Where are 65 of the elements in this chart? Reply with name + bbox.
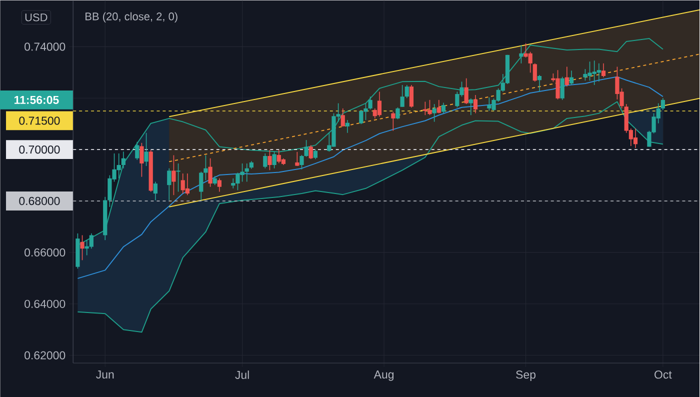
line-series	[77, 76, 664, 279]
candlestick	[304, 140, 308, 158]
candlestick	[340, 108, 345, 128]
y-tick-label: 0.74000	[24, 42, 66, 51]
candlestick	[217, 178, 222, 192]
candlestick	[167, 168, 172, 201]
y-tick-label: 0.62000	[24, 351, 66, 360]
y-tick-label: 0.64000	[24, 300, 66, 308]
candlestick	[377, 91, 382, 118]
candlestick	[473, 94, 478, 114]
candlestick	[295, 151, 300, 166]
candlestick	[80, 234, 84, 261]
line-series	[77, 101, 664, 333]
candlestick	[185, 173, 190, 196]
x-tick-label: Oct	[654, 370, 672, 379]
candlestick	[400, 84, 404, 108]
candlestick	[153, 181, 158, 201]
candlestick	[121, 151, 126, 169]
candlestick	[268, 150, 272, 171]
y-tick-label: 0.66000	[24, 248, 66, 257]
ref-line-label: 0.68000	[19, 196, 60, 206]
candlestick	[633, 128, 638, 148]
candlestick	[441, 102, 446, 114]
candlestick	[144, 132, 148, 166]
candlestick	[532, 63, 537, 82]
candlestick	[368, 96, 372, 110]
candlestick	[208, 158, 212, 188]
candlestick	[601, 63, 606, 78]
candlestick	[135, 141, 140, 160]
x-tick-label: Sep	[516, 370, 536, 381]
candlestick	[660, 98, 665, 110]
x-tick-label: Aug	[374, 370, 394, 381]
candlestick	[404, 84, 409, 99]
candlestick	[409, 84, 414, 108]
ref-line-label: 0.70000	[19, 146, 60, 154]
ref-line-label: 0.71500	[19, 116, 60, 125]
candlestick	[596, 63, 601, 82]
candlestick	[172, 154, 176, 196]
x-tick-label: Jul	[235, 370, 249, 379]
candlestick	[345, 120, 350, 134]
candlestick	[313, 148, 318, 160]
candlestick	[560, 76, 564, 100]
candlestick	[432, 104, 436, 122]
text: 11:56:05	[14, 96, 59, 104]
candlestick	[391, 111, 396, 132]
candlestick	[436, 100, 441, 114]
candlestick	[140, 142, 144, 178]
candlestick	[272, 151, 276, 169]
candlestick	[396, 106, 400, 120]
candlestick	[176, 163, 180, 192]
candlestick	[464, 78, 468, 104]
candlestick	[204, 154, 208, 181]
x-tick-label: Jun	[96, 370, 114, 379]
candlestick	[300, 154, 304, 170]
candlestick	[199, 171, 204, 201]
candlestick	[468, 98, 473, 116]
candlestick	[564, 66, 569, 87]
candlestick	[212, 176, 217, 186]
candlestick	[263, 153, 268, 169]
candlestick	[569, 70, 574, 86]
annotation: BB (20, close, 2, 0)	[86, 12, 178, 23]
y-axis-title: USD	[25, 13, 48, 22]
candlestick	[308, 144, 313, 160]
candlestick	[537, 74, 542, 92]
candlestick	[89, 233, 94, 249]
